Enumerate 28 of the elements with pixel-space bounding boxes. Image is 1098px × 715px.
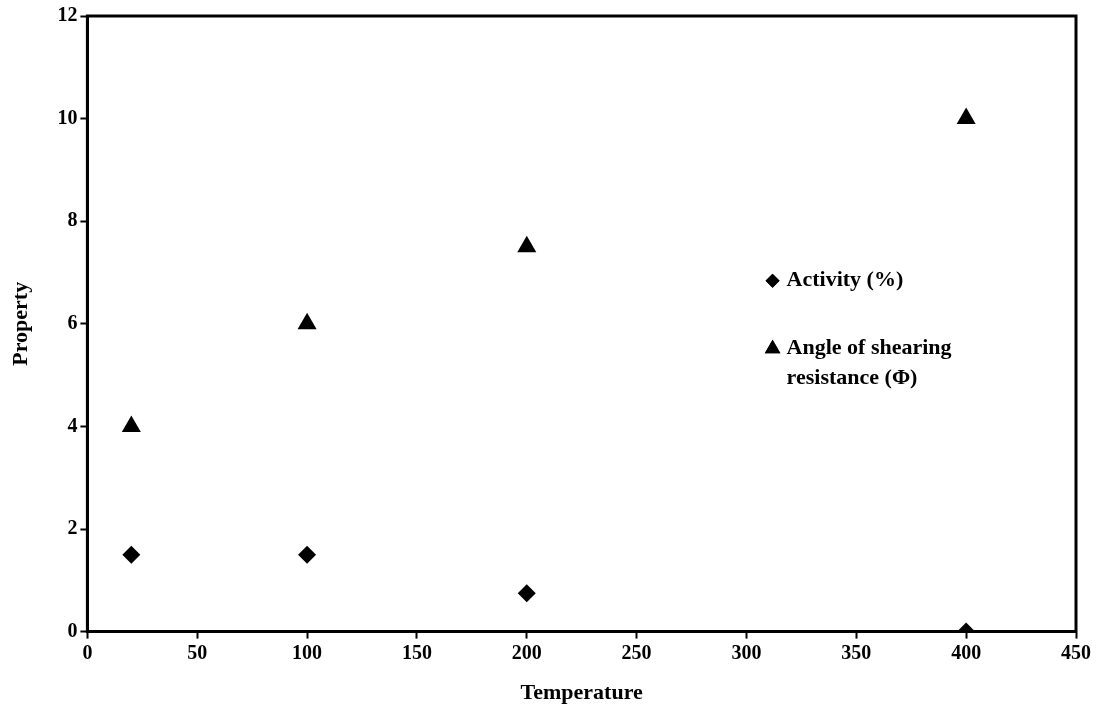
y-tick-label: 6 [67, 310, 78, 333]
legend-label: Activity (%) [786, 266, 904, 292]
point [517, 235, 537, 253]
point [298, 545, 317, 564]
y-tick-label: 10 [57, 105, 78, 128]
x-tick-label: 400 [951, 640, 982, 663]
x-tick-label: 300 [731, 640, 762, 663]
point [122, 545, 141, 564]
point [517, 584, 536, 603]
y-tick-label: 12 [57, 3, 78, 26]
y-axis-title: Property [6, 281, 32, 366]
point [121, 415, 141, 432]
x-tick-label: 100 [292, 640, 323, 663]
legend-label: Angle of shearing resistance (Φ) [786, 334, 952, 390]
point [297, 312, 317, 330]
y-tick-label: 2 [67, 516, 78, 539]
x-tick-label: 50 [187, 640, 208, 663]
y-tick-label: 0 [67, 618, 78, 641]
y-tick-label: 4 [67, 413, 78, 436]
y-tick-label: 8 [67, 208, 78, 231]
x-tick-label: 200 [511, 640, 542, 663]
x-tick-label: 150 [401, 640, 432, 663]
x-axis-title: Temperature [520, 679, 644, 705]
point [956, 107, 976, 125]
x-tick-label: 250 [621, 640, 652, 663]
x-tick-label: 0 [82, 640, 93, 663]
x-tick-label: 450 [1061, 640, 1091, 663]
x-tick-label: 350 [841, 640, 872, 663]
